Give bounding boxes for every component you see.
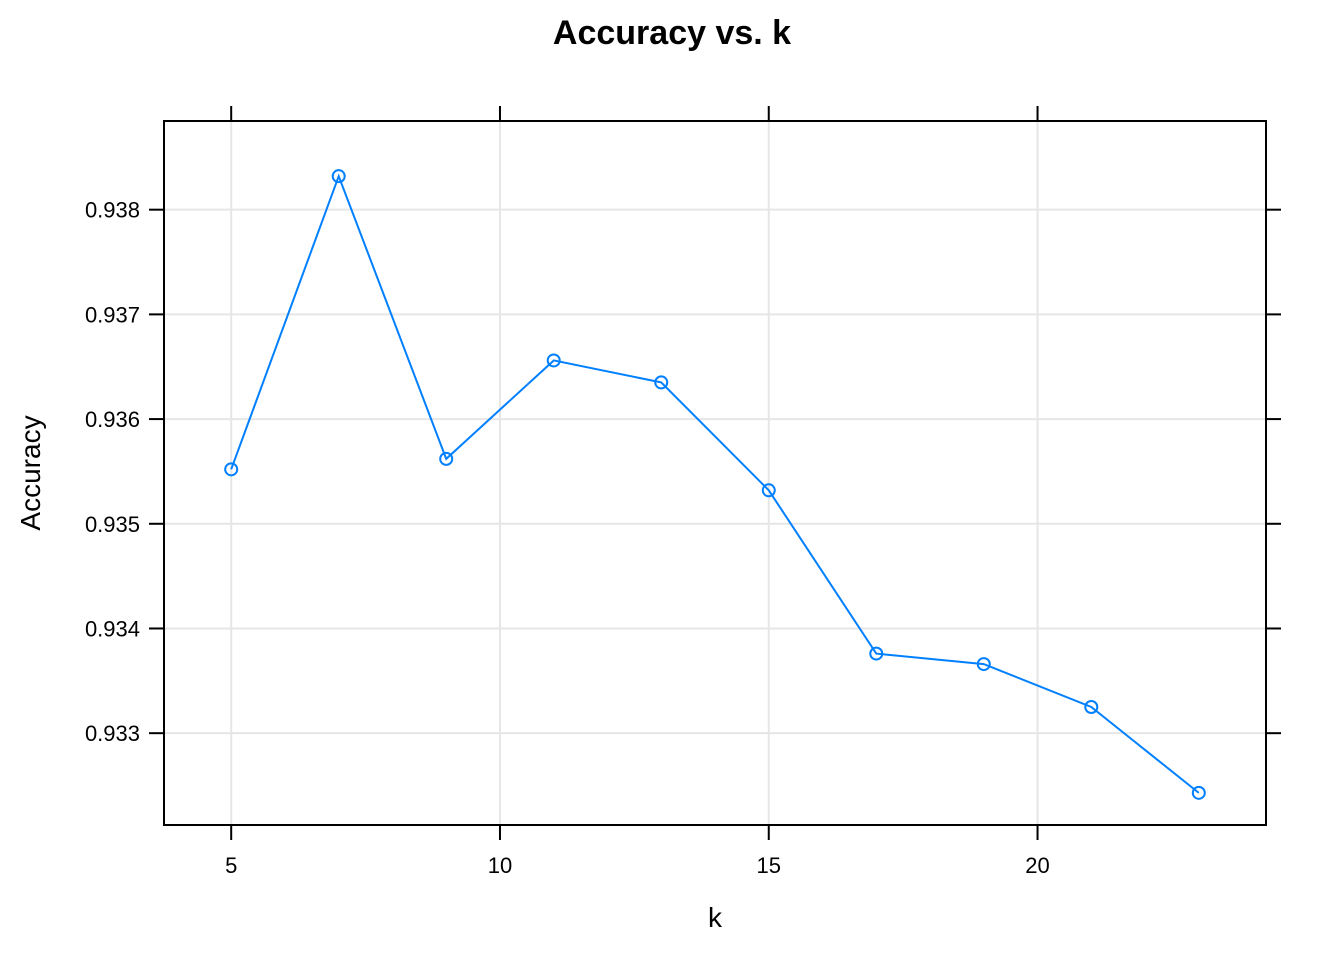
data-point — [331, 169, 346, 184]
y-tick-label: 0.934 — [85, 616, 140, 641]
y-axis-label: Accuracy — [15, 415, 46, 530]
data-point — [654, 375, 669, 390]
grid-lines — [164, 121, 1266, 825]
data-point — [1084, 700, 1099, 714]
series-line — [230, 173, 1200, 794]
data-point — [761, 483, 776, 498]
chart-title: Accuracy vs. k — [553, 14, 791, 52]
x-tick-label: 10 — [488, 853, 512, 878]
x-tick-label: 20 — [1025, 853, 1049, 878]
data-point — [546, 353, 561, 368]
x-tick-label: 5 — [225, 853, 237, 878]
data-point — [869, 646, 884, 661]
data-point — [976, 657, 991, 672]
axis-ticks: 5 10 15 20 0.933 0.934 0.935 0.936 0.937 0.938 — [85, 106, 1281, 878]
y-tick-label: 0.938 — [85, 198, 140, 223]
data-point — [1191, 785, 1206, 800]
x-axis-label: k — [708, 902, 723, 933]
y-tick-label: 0.933 — [85, 721, 140, 746]
y-tick-label: 0.936 — [85, 407, 140, 432]
data-series — [224, 169, 1206, 800]
data-point — [439, 451, 454, 466]
y-tick-label: 0.937 — [85, 302, 140, 327]
y-tick-label: 0.935 — [85, 512, 140, 537]
x-tick-label: 15 — [757, 853, 781, 878]
plot-frame — [163, 120, 1267, 826]
data-point — [224, 462, 239, 477]
